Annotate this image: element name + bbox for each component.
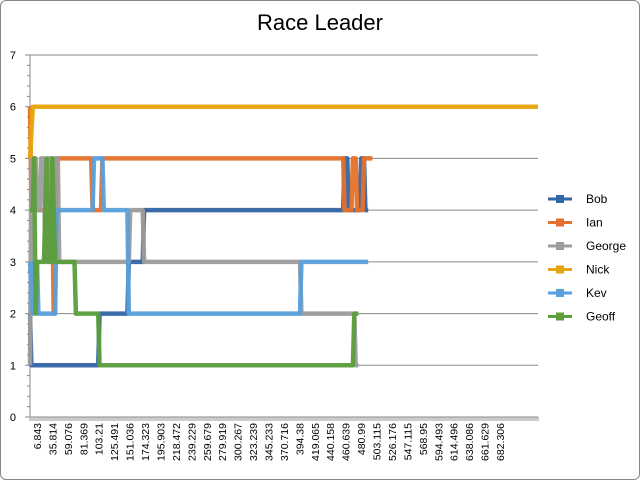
legend-marker-geoff [556, 312, 564, 321]
y-tick-label: 3 [10, 257, 16, 269]
series-line-nick [27, 104, 538, 159]
x-tick-label: 661.629 [480, 423, 492, 461]
axes: 0 1 2 3 4 5 6 7 6.843 35.814 59.076 81.369 103.21 125… [10, 50, 539, 461]
series-lines [27, 104, 538, 368]
x-tick-label: 419.065 [310, 423, 322, 461]
x-tick-label: 345.233 [264, 423, 276, 461]
y-tick-label: 7 [10, 50, 16, 62]
x-tick-label: 6.843 [32, 423, 44, 449]
legend-label-nick: Nick [586, 263, 610, 277]
x-tick-label: 81.369 [78, 423, 90, 455]
legend-marker-ian [556, 218, 564, 227]
x-tick-label: 259.679 [202, 423, 214, 461]
x-tick-label: 174.323 [140, 423, 152, 461]
y-tick-label: 5 [10, 153, 16, 165]
legend-marker-kev [556, 289, 564, 297]
legend-label-kev: Kev [586, 286, 607, 300]
x-tick-label: 594.493 [433, 423, 445, 461]
x-tick-label: 480.99 [356, 423, 368, 455]
x-tick-label: 323.239 [248, 423, 260, 461]
y-tick-label: 6 [10, 102, 16, 114]
x-tick-label: 503.115 [372, 423, 384, 460]
chart-title: Race Leader [257, 10, 383, 35]
x-tick-label: 394.38 [294, 423, 306, 455]
y-tick-label: 1 [10, 360, 16, 372]
series-line-geoff [30, 156, 359, 368]
y-tick-label: 2 [10, 309, 16, 321]
x-tick-label: 239.229 [186, 423, 198, 461]
legend-marker-nick [556, 265, 564, 274]
x-tick-label: 547.115 [402, 423, 414, 460]
x-tick-label: 279.919 [217, 423, 229, 461]
legend-label-geoff: Geoff [586, 310, 616, 324]
legend-label-george: George [586, 239, 626, 253]
x-tick-label: 151.036 [125, 423, 137, 461]
x-tick-label: 59.076 [63, 423, 75, 455]
legend-marker-bob [556, 195, 564, 203]
y-tick-label: 4 [10, 205, 16, 217]
x-tick-label: 195.903 [155, 423, 167, 461]
legend-marker-george [556, 242, 564, 250]
x-tick-label: 568.95 [418, 423, 430, 455]
x-tick-label: 218.472 [171, 423, 183, 461]
x-tick-label: 300.267 [233, 423, 245, 461]
legend: Bob Ian George Nick Kev Geoff [548, 192, 626, 324]
x-tick-label: 638.086 [464, 423, 476, 461]
x-tick-label: 440.158 [325, 423, 337, 461]
x-tick-label: 125.491 [109, 423, 121, 461]
legend-label-bob: Bob [586, 192, 608, 206]
x-tick-label: 614.496 [449, 423, 461, 461]
x-tick-label: 103.21 [94, 423, 106, 455]
y-tick-label: 0 [10, 412, 16, 424]
series-line-kev [27, 156, 369, 316]
legend-label-ian: Ian [586, 216, 603, 230]
x-tick-label: 460.639 [341, 423, 353, 461]
x-tick-label: 526.176 [387, 423, 399, 461]
x-tick-label: 682.306 [495, 423, 507, 461]
x-tick-label: 370.716 [279, 423, 291, 461]
x-tick-label: 35.814 [47, 423, 59, 455]
